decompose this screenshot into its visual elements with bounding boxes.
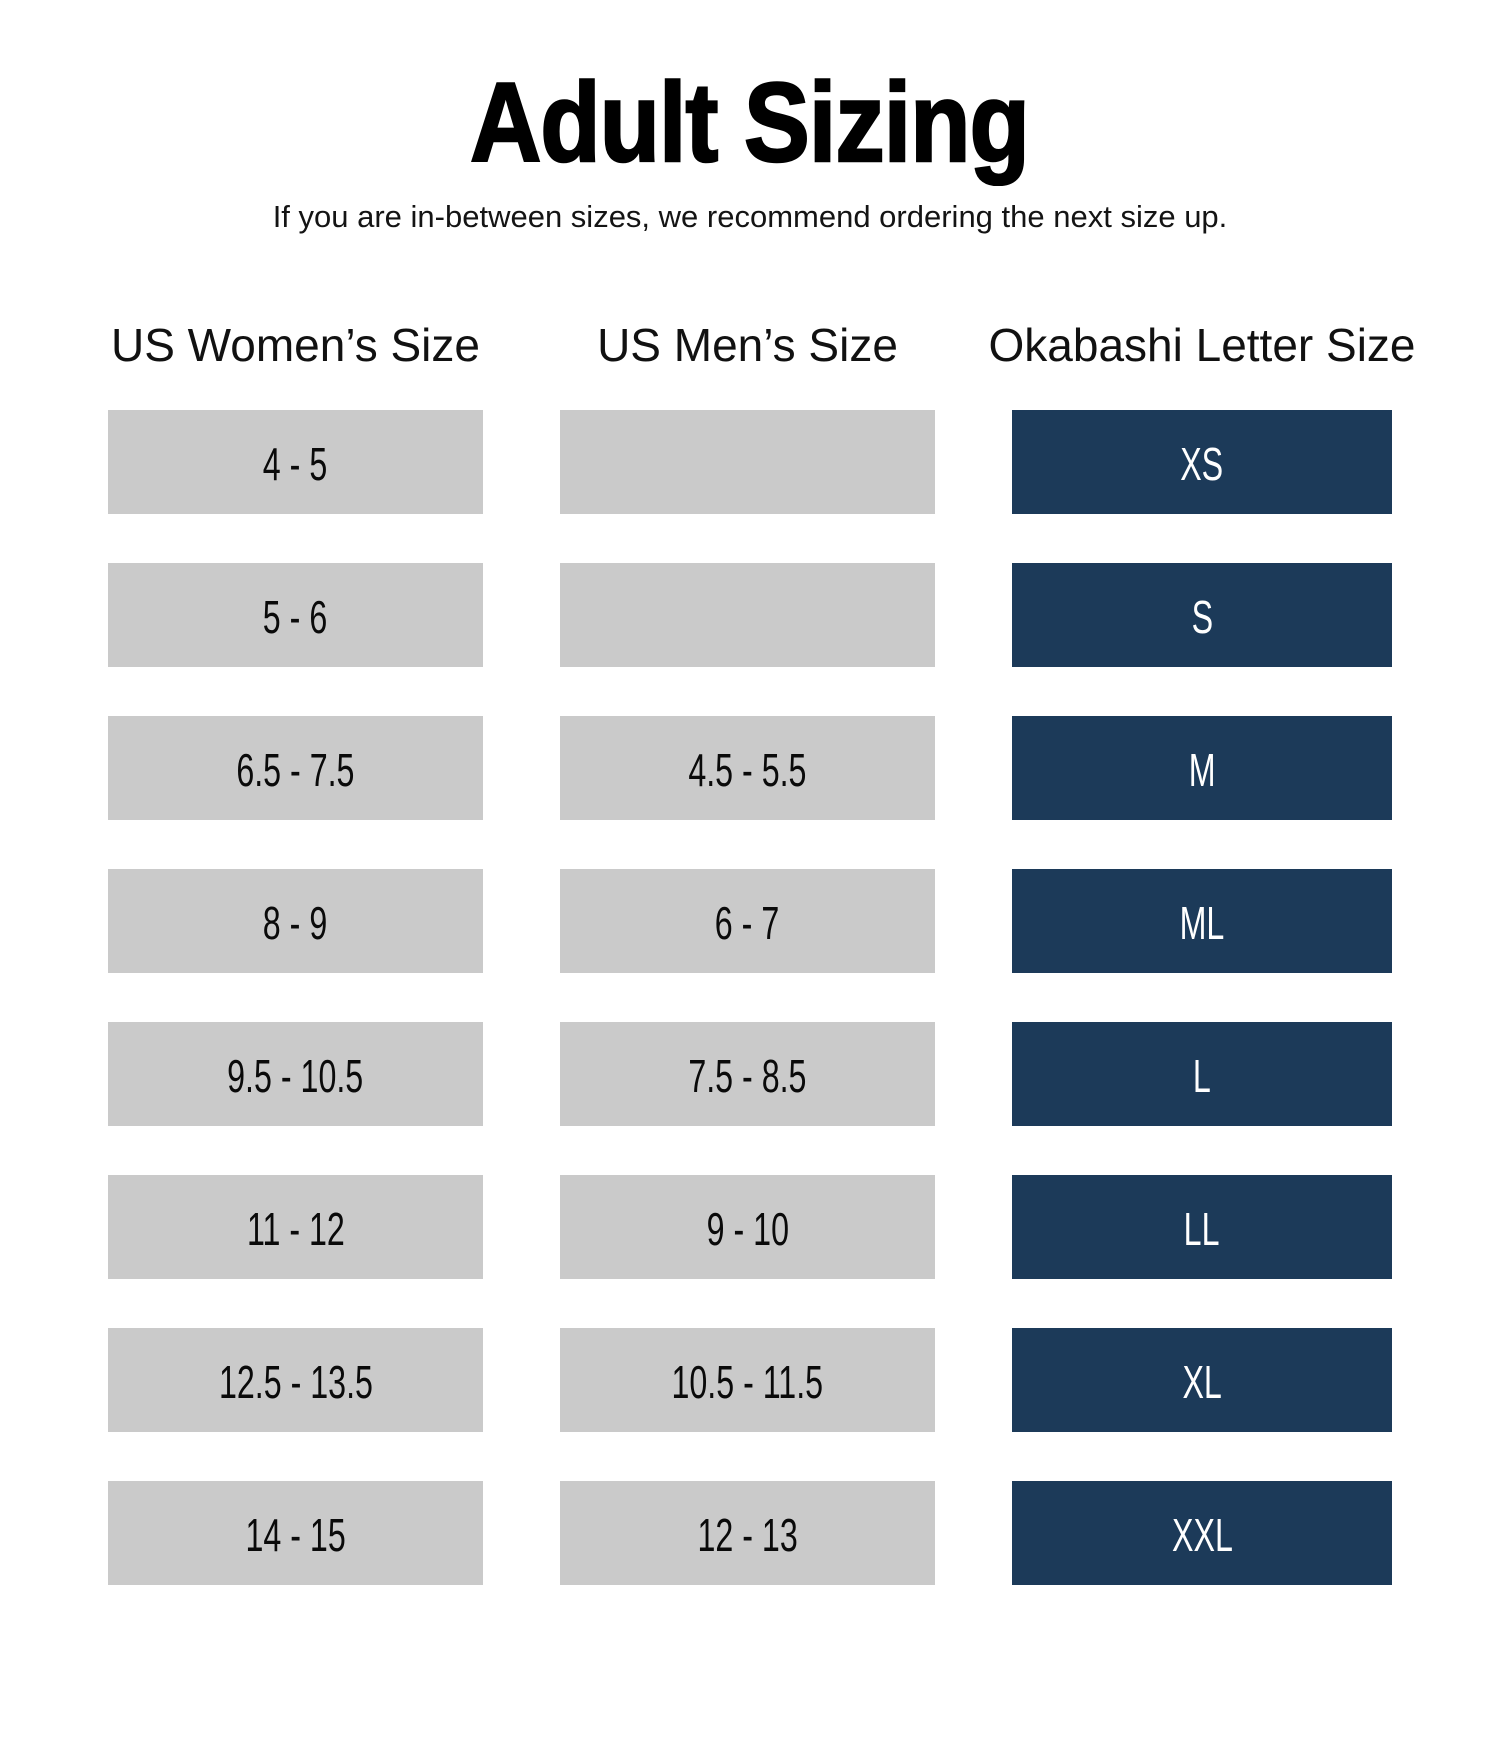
column-header-mens: US Men’s Size (597, 319, 898, 372)
mens-size-cell-text: 10.5 - 11.5 (671, 1356, 824, 1409)
letter-size-cell-text: L (1193, 1050, 1211, 1103)
mens-size-cell-text: 7.5 - 8.5 (688, 1050, 807, 1103)
mens-size-cell: 9 - 10 (560, 1175, 935, 1280)
letter-size-cell-text: S (1191, 591, 1213, 644)
mens-size-cell-text: 4.5 - 5.5 (688, 744, 807, 797)
womens-size-cell: 5 - 6 (108, 563, 483, 668)
letter-size-cell-text: XL (1182, 1356, 1222, 1409)
size-table-body: 4 - 5 XS 5 - 6 S 6.5 - 7.5 4.5 - 5.5 M 8 - 9 6 -… (0, 410, 1500, 1586)
womens-size-cell: 12.5 - 13.5 (108, 1328, 483, 1433)
page-subtitle: If you are in-between sizes, we recommen… (272, 199, 1228, 235)
mens-size-cell (560, 563, 935, 668)
womens-size-cell-text: 4 - 5 (263, 438, 328, 491)
letter-size-cell: L (1012, 1022, 1392, 1127)
womens-size-cell: 6.5 - 7.5 (108, 716, 483, 821)
column-header-letter: Okabashi Letter Size (988, 319, 1416, 372)
letter-size-cell-text: ML (1179, 897, 1225, 950)
letter-size-cell: LL (1012, 1175, 1392, 1280)
womens-size-cell: 9.5 - 10.5 (108, 1022, 483, 1127)
page-title: Adult Sizing (0, 56, 1500, 190)
womens-size-cell-text: 5 - 6 (263, 591, 328, 644)
letter-size-cell: M (1012, 716, 1392, 821)
womens-size-cell-text: 12.5 - 13.5 (218, 1356, 373, 1409)
mens-size-cell: 10.5 - 11.5 (560, 1328, 935, 1433)
column-header-womens: US Women’s Size (111, 319, 480, 372)
womens-size-cell: 4 - 5 (108, 410, 483, 515)
womens-size-cell: 8 - 9 (108, 869, 483, 974)
letter-size-cell-text: XS (1180, 438, 1224, 491)
mens-size-cell-text: 6 - 7 (715, 897, 780, 950)
womens-size-cell: 11 - 12 (108, 1175, 483, 1280)
mens-size-cell: 12 - 13 (560, 1481, 935, 1586)
sizing-chart: Adult Sizing If you are in-between sizes… (0, 56, 1500, 1586)
letter-size-cell: XS (1012, 410, 1392, 515)
letter-size-cell-text: LL (1184, 1203, 1220, 1256)
letter-size-cell: S (1012, 563, 1392, 668)
mens-size-cell-text: 9 - 10 (706, 1203, 789, 1256)
mens-size-cell (560, 410, 935, 515)
womens-size-cell-text: 6.5 - 7.5 (236, 744, 355, 797)
womens-size-cell-text: 11 - 12 (246, 1203, 345, 1256)
column-header-row: US Women’s Size US Men’s Size Okabashi L… (0, 316, 1500, 376)
letter-size-cell-text: M (1188, 744, 1216, 797)
womens-size-cell-text: 14 - 15 (245, 1509, 346, 1562)
womens-size-cell: 14 - 15 (108, 1481, 483, 1586)
letter-size-cell: XXL (1012, 1481, 1392, 1586)
mens-size-cell-text: 12 - 13 (697, 1509, 798, 1562)
letter-size-cell: XL (1012, 1328, 1392, 1433)
mens-size-cell: 7.5 - 8.5 (560, 1022, 935, 1127)
womens-size-cell-text: 8 - 9 (263, 897, 328, 950)
mens-size-cell: 4.5 - 5.5 (560, 716, 935, 821)
mens-size-cell: 6 - 7 (560, 869, 935, 974)
letter-size-cell: ML (1012, 869, 1392, 974)
letter-size-cell-text: XXL (1171, 1509, 1233, 1562)
womens-size-cell-text: 9.5 - 10.5 (227, 1050, 364, 1103)
page-title-text: Adult Sizing (469, 59, 1031, 187)
